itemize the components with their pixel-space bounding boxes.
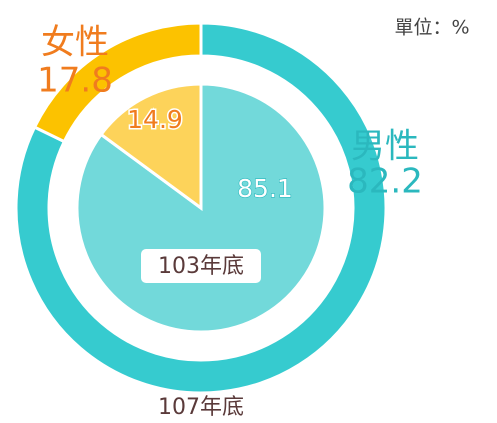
value-label: 14.9 (127, 105, 183, 134)
category-label: 男性 (351, 127, 419, 167)
value-label: 17.8 (37, 61, 113, 101)
outer-title: 107年底 (158, 395, 244, 420)
unit-label: 單位：% (394, 17, 469, 39)
value-label: 82.2 (347, 162, 423, 202)
inner-title-box (141, 249, 261, 283)
category-label: 女性 (41, 23, 109, 63)
pie-slice (99, 82, 203, 211)
donut-slice (14, 21, 388, 395)
value-label: 85.1 (237, 174, 293, 203)
inner-title: 103年底 (158, 254, 244, 279)
donut-slice (32, 21, 203, 144)
